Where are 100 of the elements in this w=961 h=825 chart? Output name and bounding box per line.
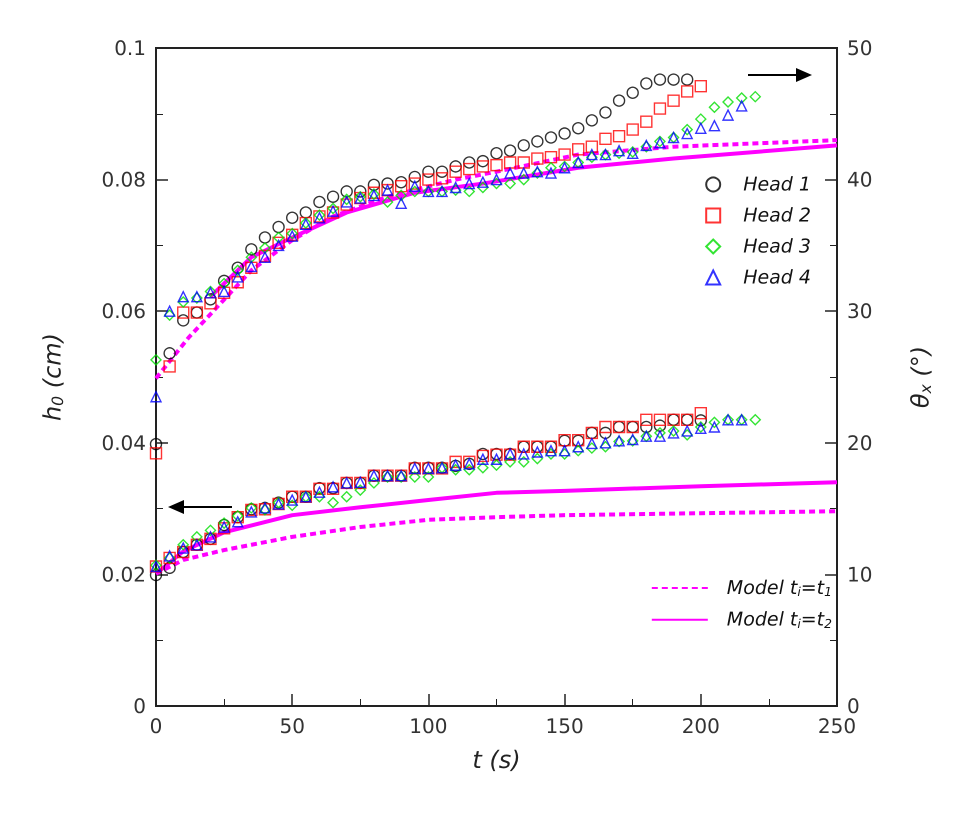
legend-label: Head 2 <box>743 204 812 226</box>
point <box>626 123 639 136</box>
point <box>572 143 584 156</box>
point <box>694 406 707 420</box>
point <box>586 114 598 127</box>
y-axis-title: h0 (cm) <box>38 332 67 422</box>
point <box>654 102 666 115</box>
point <box>408 177 421 190</box>
point <box>381 177 394 190</box>
point <box>450 464 462 476</box>
point <box>572 441 584 452</box>
y-tick-label: 0.08 <box>101 168 146 192</box>
point <box>586 438 598 450</box>
point <box>326 190 340 203</box>
point <box>449 456 462 468</box>
point <box>232 276 244 288</box>
point <box>314 491 326 502</box>
point <box>667 94 680 107</box>
x-tick-label: 0 <box>150 714 162 738</box>
point <box>450 182 462 194</box>
point <box>680 73 694 86</box>
point <box>612 94 626 107</box>
point <box>736 100 748 112</box>
point <box>544 151 558 164</box>
point <box>599 426 612 440</box>
point <box>300 206 312 219</box>
y2-tick-label: 10 <box>847 562 872 586</box>
y-tick-label: 0.1 <box>114 36 146 60</box>
point <box>409 180 420 192</box>
point <box>477 176 489 188</box>
point <box>340 185 353 198</box>
point <box>558 148 571 161</box>
point <box>558 448 570 460</box>
point <box>477 454 489 465</box>
point <box>449 160 462 173</box>
point <box>490 454 502 465</box>
point <box>150 354 162 366</box>
point <box>382 196 394 208</box>
point <box>463 162 476 176</box>
point <box>518 156 530 169</box>
point <box>246 506 258 518</box>
point <box>204 524 216 536</box>
point <box>654 419 666 432</box>
point <box>340 198 353 211</box>
point <box>586 148 598 160</box>
point <box>750 414 761 426</box>
point <box>654 427 666 439</box>
point <box>490 147 503 160</box>
point <box>450 184 462 196</box>
y-tick-label: 0.04 <box>101 430 146 455</box>
point <box>422 471 434 483</box>
point <box>272 220 285 234</box>
point <box>708 120 720 132</box>
point <box>409 186 420 198</box>
point <box>340 491 352 502</box>
line-series <box>154 138 839 380</box>
point <box>340 196 352 208</box>
point <box>340 194 352 206</box>
point <box>490 174 502 186</box>
point <box>232 264 244 276</box>
point <box>640 420 653 434</box>
point <box>518 448 530 460</box>
point <box>545 167 557 179</box>
point <box>599 420 612 434</box>
point <box>272 240 284 252</box>
point <box>599 106 612 119</box>
point <box>640 414 653 426</box>
point <box>695 113 706 125</box>
point <box>178 539 189 550</box>
y-tick-label: 0.02 <box>101 562 146 586</box>
point <box>640 77 653 90</box>
point <box>518 456 530 468</box>
point <box>368 477 380 489</box>
point <box>286 212 298 224</box>
point <box>558 127 571 140</box>
point <box>736 92 748 104</box>
point <box>490 158 503 172</box>
point <box>722 96 734 108</box>
point <box>708 421 720 433</box>
point <box>177 314 190 327</box>
point <box>286 500 298 512</box>
y2-tick-label: 30 <box>847 299 872 324</box>
point <box>313 196 326 208</box>
point <box>164 306 176 317</box>
point <box>708 102 720 113</box>
point <box>232 271 244 283</box>
point <box>545 162 557 174</box>
point <box>518 139 530 152</box>
point <box>272 236 285 249</box>
point <box>464 178 475 190</box>
point <box>695 122 706 134</box>
point <box>613 148 625 159</box>
point <box>259 242 271 254</box>
point <box>599 132 612 146</box>
point <box>586 140 598 153</box>
point <box>394 176 408 188</box>
point <box>464 186 475 198</box>
y-tick-label: 0.06 <box>101 299 146 324</box>
point <box>150 447 162 460</box>
legend-label: Head 1 <box>743 174 812 196</box>
